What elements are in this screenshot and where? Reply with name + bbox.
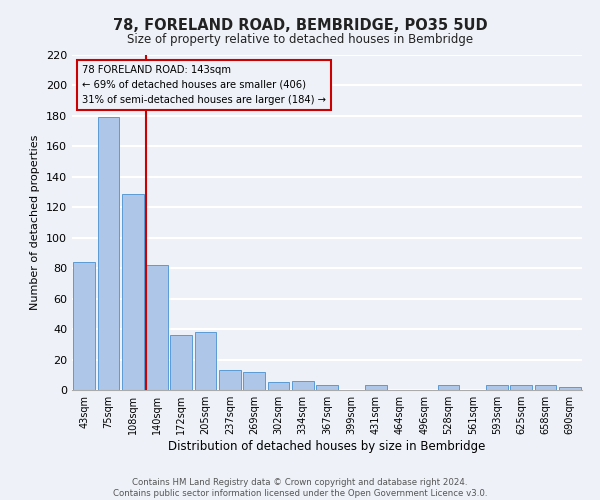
Bar (243, 372, 265, 390)
Bar (73, 262, 95, 390)
Text: 78, FORELAND ROAD, BEMBRIDGE, PO35 5UD: 78, FORELAND ROAD, BEMBRIDGE, PO35 5UD (113, 18, 487, 32)
Bar (535, 386, 556, 390)
Bar (122, 194, 143, 390)
X-axis label: Distribution of detached houses by size in Bembridge: Distribution of detached houses by size … (169, 440, 485, 453)
Y-axis label: Number of detached properties: Number of detached properties (31, 135, 40, 310)
Bar (316, 386, 338, 390)
Bar (170, 335, 192, 390)
Bar (292, 381, 314, 390)
Bar (194, 332, 217, 390)
Text: Contains HM Land Registry data © Crown copyright and database right 2024.
Contai: Contains HM Land Registry data © Crown c… (113, 478, 487, 498)
Bar (511, 386, 532, 390)
Bar (559, 387, 581, 390)
Bar (97, 118, 119, 390)
Bar (437, 386, 460, 390)
Bar (365, 386, 386, 390)
Text: Size of property relative to detached houses in Bembridge: Size of property relative to detached ho… (127, 32, 473, 46)
Bar (219, 370, 241, 390)
Bar (486, 386, 508, 390)
Bar (146, 265, 168, 390)
Bar (268, 382, 289, 390)
Text: 78 FORELAND ROAD: 143sqm
← 69% of detached houses are smaller (406)
31% of semi-: 78 FORELAND ROAD: 143sqm ← 69% of detach… (82, 65, 326, 104)
